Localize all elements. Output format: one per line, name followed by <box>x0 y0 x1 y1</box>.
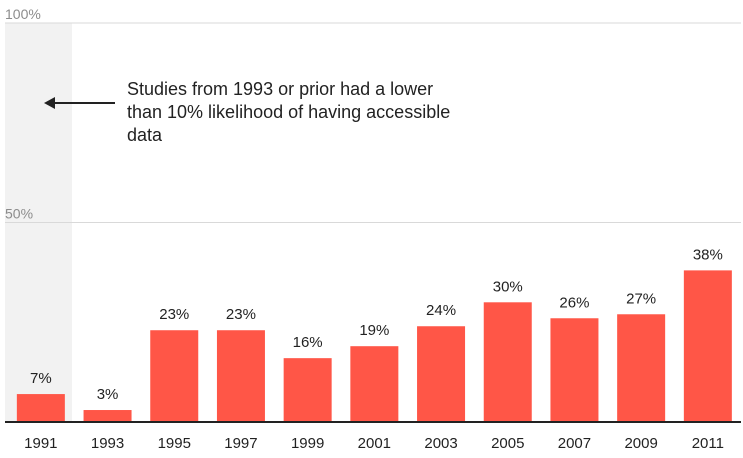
value-label: 7% <box>30 370 52 387</box>
y-tick-label: 50% <box>5 206 33 222</box>
value-labels: 7% 3% 23% 23% 16% 19% 24% 30% 26% 27% 38% <box>30 246 723 403</box>
bar <box>216 330 265 422</box>
x-tick-label: 1993 <box>91 435 124 452</box>
value-label: 3% <box>97 386 119 403</box>
value-label: 16% <box>293 334 323 351</box>
x-tick-label: 2005 <box>491 435 524 452</box>
gridlines <box>5 22 741 223</box>
bar <box>417 326 466 422</box>
bar <box>283 358 332 422</box>
arrow-left-icon <box>44 97 55 109</box>
x-tick-label: 1991 <box>24 435 57 452</box>
bar <box>483 302 532 422</box>
y-tick-label: 100% <box>5 6 41 22</box>
annotation: Studies from 1993 or prior had a lower th… <box>44 79 450 145</box>
annotation-text: Studies from 1993 or prior had a lower th… <box>127 79 450 145</box>
value-label: 23% <box>226 306 256 323</box>
value-label: 30% <box>493 278 523 295</box>
bar <box>350 346 399 422</box>
x-tick-label: 2009 <box>624 435 657 452</box>
x-tick-label: 2011 <box>692 435 724 452</box>
x-tick-label: 1999 <box>291 435 324 452</box>
bar <box>83 410 132 422</box>
annotation-line: Studies from 1993 or prior had a lower <box>127 79 433 99</box>
annotation-line: data <box>127 125 163 145</box>
bar <box>150 330 199 422</box>
value-label: 26% <box>559 294 589 311</box>
x-tick-label: 2007 <box>558 435 591 452</box>
x-tick-label: 2001 <box>358 435 391 452</box>
annotation-line: than 10% likelihood of having accessible <box>127 102 450 122</box>
x-tick-label: 1997 <box>224 435 257 452</box>
bar <box>617 314 666 422</box>
bars <box>16 270 732 422</box>
bar <box>16 394 65 422</box>
value-label: 27% <box>626 290 656 307</box>
value-label: 23% <box>159 306 189 323</box>
value-label: 19% <box>359 322 389 339</box>
bar <box>550 318 599 422</box>
x-tick-label: 2003 <box>424 435 457 452</box>
x-tick-label: 1995 <box>158 435 191 452</box>
bar <box>683 270 732 422</box>
value-label: 38% <box>693 246 723 263</box>
y-axis-tick-labels: 50% 100% <box>5 6 41 222</box>
value-label: 24% <box>426 302 456 319</box>
x-axis-tick-labels: 1991 1993 1995 1997 1999 2001 2003 2005 2007 2009… <box>24 435 724 452</box>
